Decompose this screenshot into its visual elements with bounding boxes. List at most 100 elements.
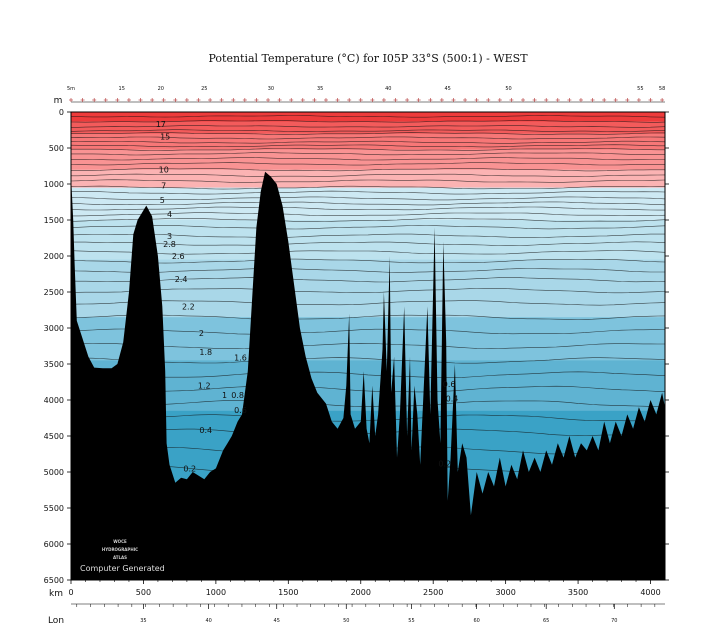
woce-watermark: WOCE HYDROGRAPHIC ATLAS Computer Generat… <box>80 539 165 573</box>
isotherm-line <box>71 115 665 118</box>
station-label: 55 <box>637 86 643 92</box>
isotherm-line <box>71 129 665 133</box>
isotherm-labels: 17 15 10 7 54 32.8 2.6 2.4 2.2 2 1.8 1.6 1.2 1 0.8 0.6 0… <box>156 120 459 473</box>
isotherm-line <box>71 136 665 140</box>
credit-text: Computer Generated <box>80 564 165 573</box>
isotherm-line <box>71 173 665 177</box>
isotherm-line <box>71 148 665 151</box>
isotherm-line <box>71 314 665 320</box>
isotherm-line <box>71 201 665 206</box>
longitude-tick-label: 70 <box>611 618 617 624</box>
isotherm-label: 2.2 <box>182 302 195 311</box>
isotherm-label: 0.4 <box>446 395 459 404</box>
depth-axis-label: m <box>54 96 63 106</box>
isotherm-line <box>71 233 665 238</box>
longitude-tick-label: 60 <box>473 618 479 624</box>
temperature-band <box>71 112 665 122</box>
isotherm-label: 2 <box>199 329 204 338</box>
station-label: 40 <box>385 86 391 92</box>
depth-tick-label: 5500 <box>44 504 64 513</box>
isotherm-label: 2.6 <box>172 252 185 261</box>
temperature-band <box>71 169 665 189</box>
isotherm-label: 1.8 <box>199 348 212 357</box>
isotherm-label: 7 <box>161 181 166 190</box>
isotherm-line <box>71 162 665 166</box>
depth-tick-label: 500 <box>49 144 64 153</box>
depth-tick-label: 1000 <box>44 180 64 189</box>
station-label: 5m <box>67 86 75 92</box>
station-label: 35 <box>317 86 323 92</box>
distance-tick-label: 1500 <box>278 588 298 597</box>
station-label: 50 <box>505 86 511 92</box>
distance-tick-label: 500 <box>136 588 151 597</box>
longitude-axis-label: Lon <box>48 616 64 626</box>
isotherm-line <box>71 267 665 273</box>
isotherm-line <box>71 385 665 393</box>
station-label: 30 <box>268 86 274 92</box>
temperature-band <box>71 121 665 135</box>
longitude-tick-label: 40 <box>205 618 211 624</box>
isotherm-label: 0.6 <box>234 406 247 415</box>
temperature-band <box>71 133 665 150</box>
temperature-band <box>71 317 665 361</box>
distance-axis-label: km <box>49 589 63 599</box>
isotherm-line <box>71 414 665 422</box>
plot-frame <box>70 111 666 581</box>
distance-tick-label: 4000 <box>640 588 660 597</box>
isotherm-line <box>71 120 665 123</box>
distance-tick-label: 1000 <box>206 588 226 597</box>
isotherm-label: 0.8 <box>231 391 244 400</box>
isotherm-line <box>71 196 665 201</box>
isotherm-line <box>71 125 665 128</box>
isotherm-label: 0.6 <box>443 380 456 389</box>
isotherm-label: 2.4 <box>175 275 188 284</box>
isotherm-label: 5 <box>160 196 165 205</box>
depth-tick-label: 4000 <box>44 396 64 405</box>
isotherm-line <box>71 157 665 161</box>
longitude-tick-label: 45 <box>274 618 280 624</box>
isotherm-line <box>71 206 665 211</box>
isotherm-label: 1 <box>222 391 227 400</box>
temperature-band <box>71 360 665 412</box>
isotherm-label: 15 <box>160 132 170 141</box>
station-axis: 5m 15 20 25 30 35 40 45 50 55 58 <box>67 86 665 103</box>
depth-axis: m 05001000150020002500300035004000450050… <box>44 96 669 585</box>
isotherm-label: 3 <box>167 232 172 241</box>
isotherm-line <box>71 287 665 294</box>
distance-tick-label: 3000 <box>495 588 515 597</box>
isotherm-line <box>71 168 665 172</box>
watermark-line-2: HYDROGRAPHIC <box>102 547 138 552</box>
isotherm-line <box>71 400 665 408</box>
isotherm-line <box>71 152 665 156</box>
temperature-band <box>71 220 665 261</box>
chart-title: Potential Temperature (°C) for I05P 33°S… <box>208 52 528 65</box>
isotherm-line <box>71 179 665 183</box>
distance-tick-label: 3500 <box>568 588 588 597</box>
longitude-axis: Lon 35 40 45 50 55 60 65 70 <box>48 603 665 626</box>
longitude-tick-label: 35 <box>140 618 146 624</box>
isotherm-line <box>71 357 665 364</box>
distance-tick-label: 2500 <box>423 588 443 597</box>
isotherm-line <box>71 258 665 264</box>
isotherm-line <box>71 250 665 255</box>
isotherm-label: 4 <box>167 210 172 219</box>
depth-tick-label: 3500 <box>44 360 64 369</box>
isotherm-label: 10 <box>159 166 169 175</box>
station-label: 15 <box>119 86 125 92</box>
isotherm-line <box>71 371 665 379</box>
isotherm-line <box>71 212 665 217</box>
isotherm-label: 1.6 <box>234 354 247 363</box>
isotherm-label: 0.2 <box>438 459 451 468</box>
watermark-line-3: ATLAS <box>113 555 127 560</box>
isotherm-line <box>71 140 665 144</box>
longitude-tick-label: 50 <box>343 618 349 624</box>
depth-tick-label: 5000 <box>44 468 64 477</box>
seafloor-profile <box>71 171 665 580</box>
distance-axis: km 0 500 1000 1500 2000 2500 3000 3500 4000 <box>49 580 661 599</box>
isotherm-label: 0.2 <box>183 464 196 473</box>
depth-tick-label: 3000 <box>44 324 64 333</box>
isotherm-label: 0.4 <box>199 426 212 435</box>
isotherm-label: 1.2 <box>198 382 211 391</box>
isotherm-line <box>71 225 665 230</box>
depth-tick-label: 2500 <box>44 288 64 297</box>
